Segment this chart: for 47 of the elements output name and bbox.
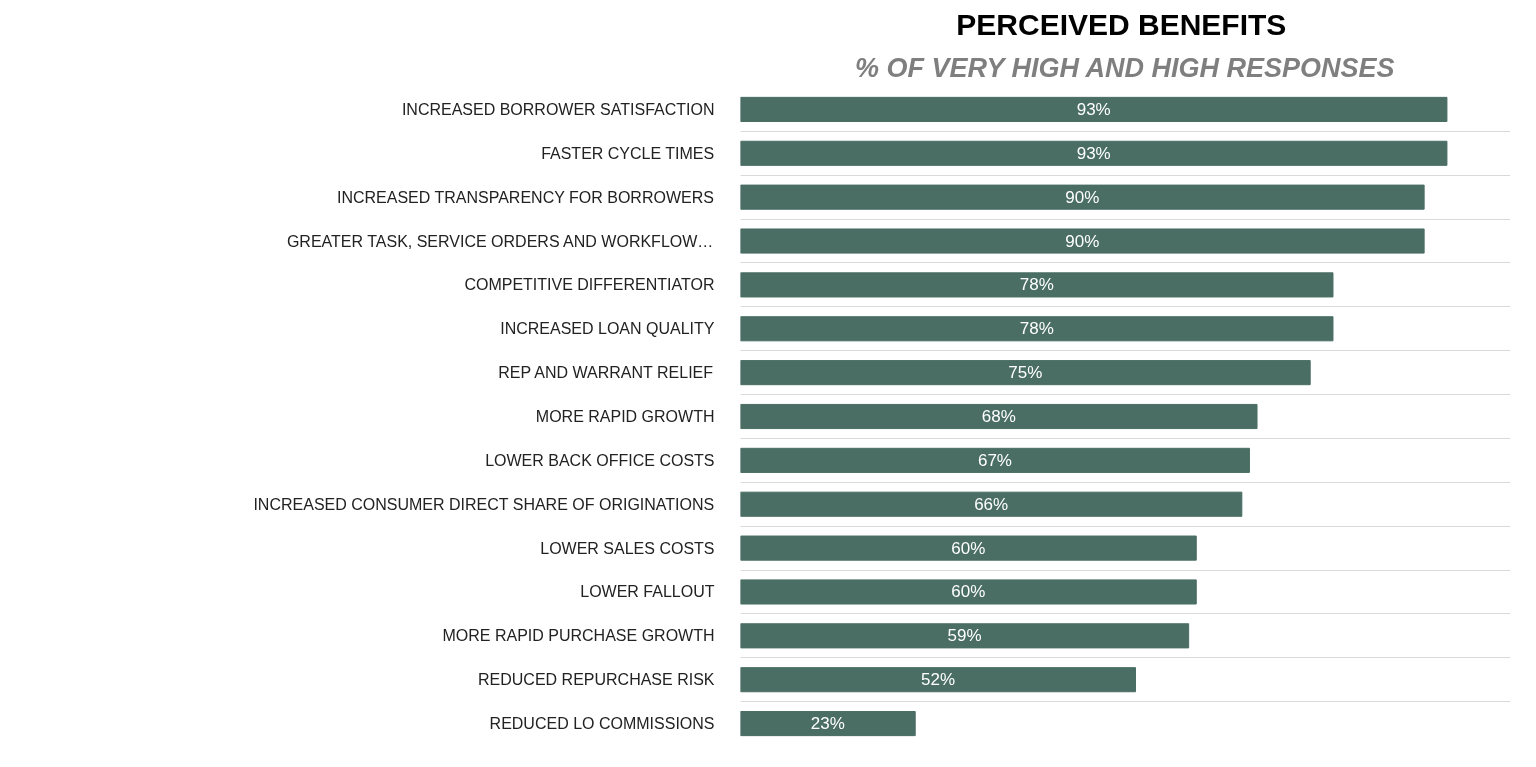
chart-title: PERCEIVED BENEFITS — [956, 7, 1287, 41]
y-tick-label: GREATER TASK, SERVICE ORDERS AND WORKFLOW… — [286, 232, 714, 250]
data-label: 52% — [920, 670, 956, 690]
y-tick-label: MORE RAPID GROWTH — [535, 408, 715, 425]
y-tick-label: INCREASED LOAN QUALITY — [500, 320, 715, 338]
y-tick-label: INCREASED BORROWER SATISFACTION — [401, 100, 715, 118]
y-tick-label: LOWER SALES COSTS — [540, 539, 715, 557]
bar — [740, 491, 1243, 517]
bar — [740, 316, 1334, 342]
y-tick-label: MORE RAPID PURCHASE GROWTH — [442, 627, 715, 645]
bar — [740, 535, 1197, 561]
bar — [740, 403, 1258, 430]
data-label: 78% — [1019, 319, 1054, 339]
bar — [740, 579, 1197, 605]
bar — [740, 360, 1311, 386]
data-label: 75% — [1008, 363, 1043, 383]
y-tick-label: COMPETITIVE DIFFERENTIATOR — [464, 276, 715, 294]
data-label: 66% — [974, 494, 1009, 514]
bar — [740, 184, 1425, 210]
data-label: 68% — [981, 407, 1016, 426]
y-tick-label: FASTER CYCLE TIMES — [541, 144, 715, 162]
y-tick-label: REDUCED LO COMMISSIONS — [489, 715, 715, 733]
chart-subtitle: % OF VERY HIGH AND HIGH RESPONSES — [854, 52, 1395, 83]
data-label: 90% — [1065, 231, 1100, 251]
bar — [740, 96, 1448, 122]
data-label: 59% — [947, 626, 982, 646]
data-label: 60% — [951, 582, 986, 602]
data-label: 23% — [810, 714, 845, 734]
data-label: 93% — [1076, 99, 1111, 119]
bar — [740, 711, 916, 737]
bar — [740, 140, 1448, 166]
bar — [740, 623, 1190, 649]
y-tick-label: INCREASED CONSUMER DIRECT SHARE OF ORIGINATIONS — [253, 495, 715, 513]
data-label: 93% — [1076, 143, 1111, 163]
y-tick-label: REDUCED REPURCHASE RISK — [478, 671, 715, 689]
y-tick-label: LOWER FALLOUT — [580, 583, 715, 601]
y-tick-label: REP AND WARRANT RELIEF — [498, 364, 714, 382]
bar — [740, 447, 1250, 473]
data-label: 60% — [951, 538, 986, 558]
data-label: 67% — [977, 450, 1012, 470]
y-tick-label: INCREASED TRANSPARENCY FOR BORROWERS — [336, 188, 714, 206]
bar — [740, 667, 1136, 693]
data-label: 78% — [1019, 275, 1054, 295]
data-label: 90% — [1065, 187, 1100, 207]
bar — [740, 272, 1334, 298]
bar — [740, 228, 1425, 254]
y-tick-label: LOWER BACK OFFICE COSTS — [485, 451, 715, 469]
